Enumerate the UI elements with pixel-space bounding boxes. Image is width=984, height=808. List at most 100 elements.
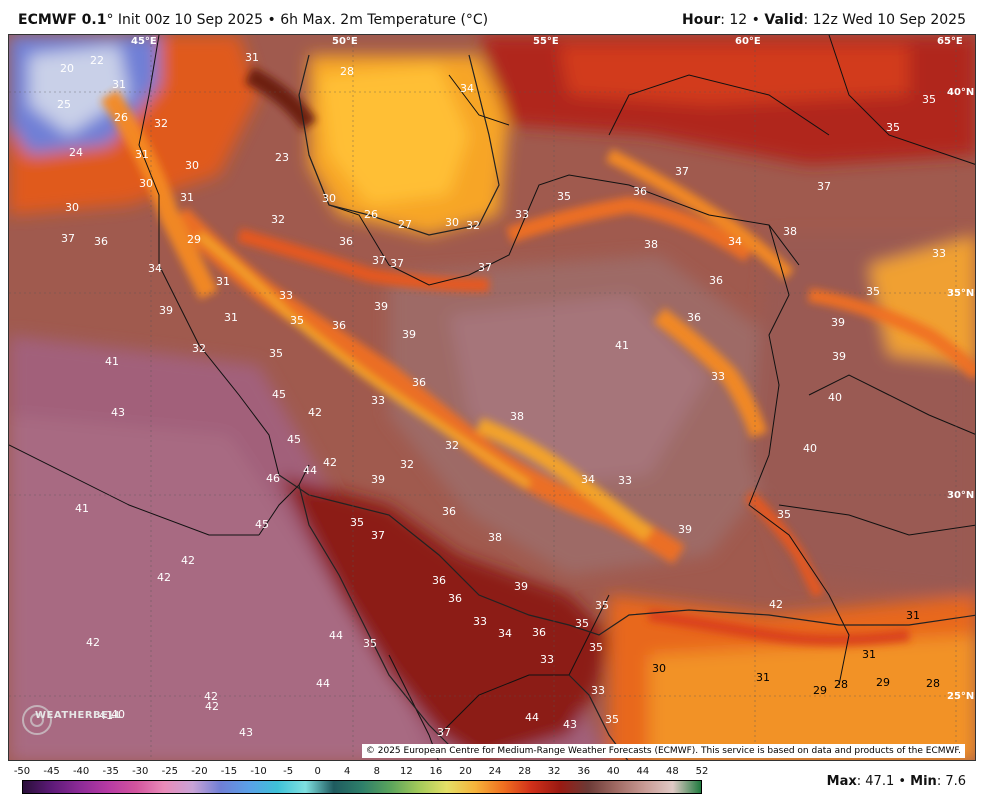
temperature-label: 43 [111,406,125,419]
colorbar-tick: -35 [102,766,119,777]
valid-time: Hour: 12 • Valid: 12z Wed 10 Sep 2025 [682,12,966,28]
colorbar [22,780,702,794]
temperature-label: 31 [112,78,126,91]
colorbar-tick: -30 [132,766,149,777]
colorbar-tick: 24 [488,766,502,777]
valid-label: Valid [764,12,804,28]
temperature-label: 32 [271,213,285,226]
max-label: Max [826,774,857,789]
lat-label-35: 35°N [947,288,974,299]
temperature-label: 35 [922,93,936,106]
temperature-label: 30 [139,177,153,190]
lon-label-60: 60°E [735,36,761,47]
temperature-label: 37 [390,257,404,270]
temperature-label: 35 [595,599,609,612]
temperature-label: 34 [498,627,512,640]
temperature-label: 34 [460,82,474,95]
min-label: Min [910,774,937,789]
max-min-stats: Max: 47.1 • Min: 7.6 [827,774,966,789]
hour-label: Hour [682,12,721,28]
temperature-label: 46 [266,472,280,485]
colorbar-tick: 44 [636,766,650,777]
logo-text: WEATHERBELL [35,710,123,721]
temperature-label: 38 [488,531,502,544]
temperature-map[interactable]: 45°E 50°E 55°E 60°E 65°E 40°N 35°N 30°N … [8,34,976,761]
temperature-label: 38 [783,225,797,238]
temperature-label: 35 [575,617,589,630]
temperature-label: 33 [591,684,605,697]
temperature-label: 36 [339,235,353,248]
temperature-label: 39 [514,580,528,593]
temperature-label: 45 [287,433,301,446]
temperature-label: 44 [316,677,330,690]
colorbar-tick: 36 [577,766,591,777]
temperature-label: 33 [515,208,529,221]
temperature-label: 31 [862,648,876,661]
temperature-label: 42 [323,456,337,469]
colorbar-tick: -45 [43,766,60,777]
colorbar-tick: 40 [606,766,620,777]
temperature-label: 45 [255,518,269,531]
temperature-label: 28 [834,678,848,691]
temperature-label: 35 [886,121,900,134]
temperature-label: 35 [777,508,791,521]
colorbar-tick: -20 [191,766,208,777]
temperature-label: 28 [926,677,940,690]
temperature-label: 31 [756,671,770,684]
colorbar-tick: 52 [695,766,709,777]
temperature-label: 31 [245,51,259,64]
temperature-label: 42 [204,690,218,703]
temperature-label: 37 [61,232,75,245]
temperature-label: 32 [192,342,206,355]
temperature-label: 39 [831,316,845,329]
temperature-label: 39 [678,523,692,536]
colorbar-legend: -50 -45 -40 -35 -30 -25 -20 -15 -10 -5 0 4 8 12 16 20 24… [0,762,984,808]
temperature-labels: 20 22 31 28 31 25 34 35 26 32 35 24 31 23 30 37 30 37 36 31… [57,51,946,739]
temperature-label: 30 [65,201,79,214]
temperature-label: 42 [205,700,219,713]
temperature-label: 29 [876,676,890,689]
temperature-label: 33 [711,370,725,383]
temperature-label: 44 [525,711,539,724]
min-value: : 7.6 [936,774,966,789]
colorbar-tick: 4 [344,766,351,777]
temperature-label: 37 [372,254,386,267]
temperature-label: 37 [371,529,385,542]
temperature-label: 36 [412,376,426,389]
temperature-label: 39 [374,300,388,313]
colorbar-tick: 48 [666,766,679,777]
temperature-label: 26 [114,111,128,124]
colorbar-tick: -10 [250,766,267,777]
temperature-label: 36 [448,592,462,605]
colorbar-tick: -25 [161,766,178,777]
temperature-label: 38 [644,238,658,251]
temperature-label: 35 [269,347,283,360]
temperature-label: 30 [185,159,199,172]
temperature-label: 43 [239,726,253,739]
temperature-label: 33 [540,653,554,666]
colorbar-tick: 0 [314,766,321,777]
temperature-label: 36 [432,574,446,587]
temperature-label: 40 [111,708,125,721]
temperature-label: 39 [371,473,385,486]
temperature-label: 37 [817,180,831,193]
temperature-label: 36 [532,626,546,639]
temperature-label: 36 [633,185,647,198]
temperature-label: 25 [57,98,71,111]
colorbar-tick: 8 [373,766,380,777]
temperature-label: 37 [478,261,492,274]
temperature-label: 35 [290,314,304,327]
temperature-label: 31 [180,191,194,204]
temperature-label: 42 [181,554,195,567]
temperature-label: 35 [363,637,377,650]
temperature-label: 35 [350,516,364,529]
temperature-label: 42 [769,598,783,611]
hour-value: : 12 • [720,12,765,28]
temperature-label: 31 [224,311,238,324]
lon-label-50: 50°E [332,36,358,47]
temperature-label: 39 [402,328,416,341]
colorbar-tick: 28 [518,766,531,777]
temperature-label: 35 [589,641,603,654]
temperature-label: 45 [272,388,286,401]
valid-value: : 12z Wed 10 Sep 2025 [803,12,966,28]
